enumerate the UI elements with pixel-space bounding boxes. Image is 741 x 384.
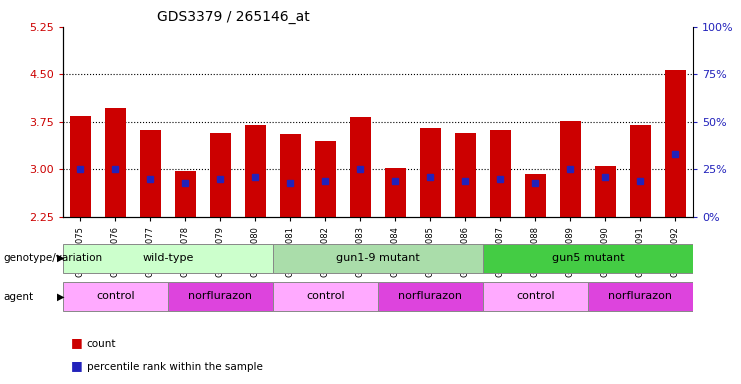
Bar [630,125,651,217]
Bar [483,243,693,273]
Text: wild-type: wild-type [142,253,193,263]
Text: count: count [87,339,116,349]
Text: control: control [516,291,555,301]
Text: control: control [306,291,345,301]
Bar [70,116,91,217]
Bar [210,133,231,217]
Text: ▶: ▶ [57,253,64,263]
Text: ■: ■ [70,336,82,349]
Text: GDS3379 / 265146_at: GDS3379 / 265146_at [157,10,310,25]
Bar [490,129,511,217]
Bar [595,166,616,217]
Text: ▶: ▶ [57,291,64,302]
Text: gun1-9 mutant: gun1-9 mutant [336,253,420,263]
Text: norflurazon: norflurazon [399,291,462,301]
Text: control: control [96,291,135,301]
Bar [105,108,126,217]
Bar [63,282,168,311]
Bar [483,282,588,311]
Bar [420,128,441,217]
Bar [273,243,483,273]
Bar [665,70,686,217]
Bar [455,133,476,217]
Bar [560,121,581,217]
Text: genotype/variation: genotype/variation [4,253,103,263]
Bar [63,243,273,273]
Text: gun5 mutant: gun5 mutant [551,253,624,263]
Bar [273,282,378,311]
Text: ■: ■ [70,359,82,372]
Bar [168,282,273,311]
Bar [350,117,371,217]
Bar [280,134,301,217]
Bar [588,282,693,311]
Text: norflurazon: norflurazon [608,291,672,301]
Bar [140,130,161,217]
Text: agent: agent [4,291,34,302]
Bar [245,125,266,217]
Bar [175,171,196,217]
Bar [315,141,336,217]
Text: percentile rank within the sample: percentile rank within the sample [87,362,262,372]
Bar [385,168,406,217]
Text: norflurazon: norflurazon [188,291,253,301]
Bar [378,282,483,311]
Bar [525,174,546,217]
